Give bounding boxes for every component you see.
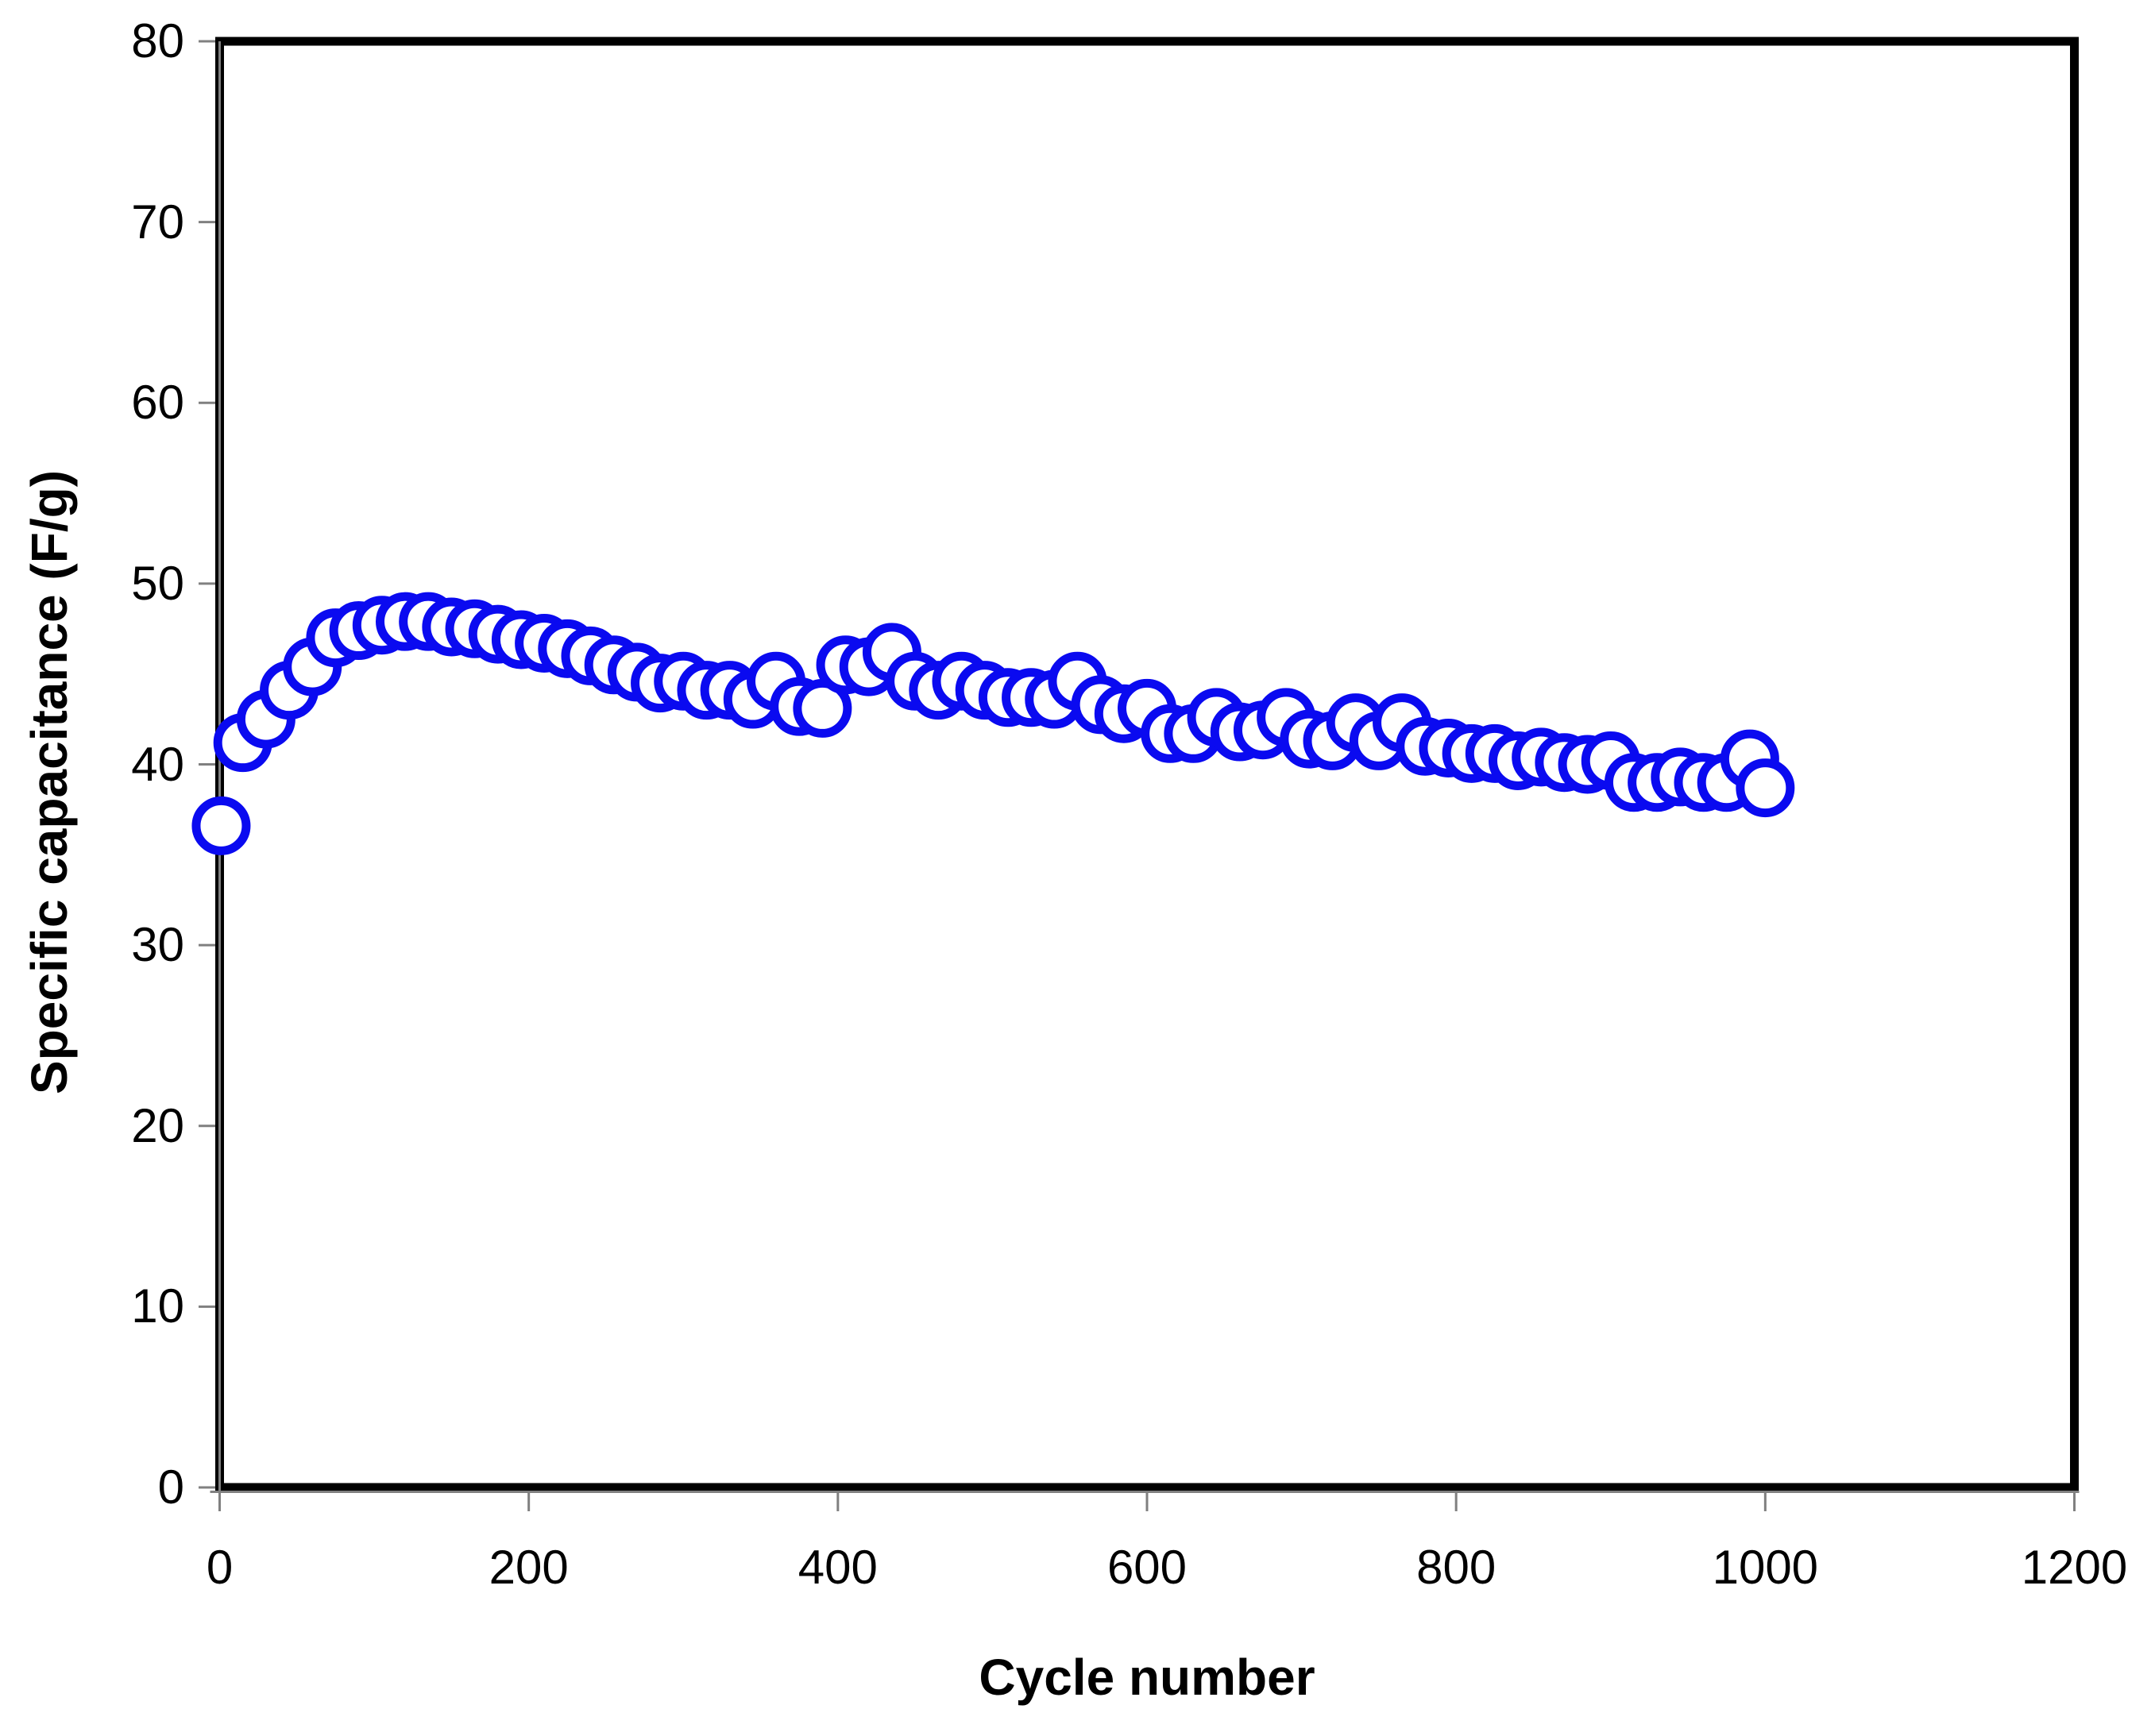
x-tick-label: 600 <box>1106 1541 1188 1594</box>
y-tick-label: 50 <box>131 556 184 610</box>
data-point <box>191 796 251 855</box>
y-tick-label: 60 <box>131 376 184 430</box>
x-tick-label: 200 <box>489 1541 569 1594</box>
x-tick-label: 1200 <box>2021 1541 2128 1594</box>
x-axis-title: Cycle number <box>979 1649 1315 1706</box>
data-point <box>1736 758 1795 818</box>
y-tick-label: 80 <box>131 14 184 68</box>
y-tick-label: 40 <box>131 737 184 791</box>
x-tick-label: 0 <box>206 1541 234 1594</box>
data-point <box>793 678 852 738</box>
x-tick-label: 800 <box>1416 1541 1497 1594</box>
x-tick-label: 1000 <box>1712 1541 1819 1594</box>
y-tick-label: 20 <box>131 1098 184 1152</box>
x-tick-label: 400 <box>798 1541 878 1594</box>
y-axis-title: Specific capacitance (F/g) <box>21 469 78 1095</box>
plot-border <box>215 37 2079 1492</box>
y-tick-label: 10 <box>131 1279 184 1333</box>
y-tick-label: 70 <box>131 195 184 249</box>
y-tick-label: 30 <box>131 918 184 972</box>
y-tick-label: 0 <box>157 1460 184 1514</box>
